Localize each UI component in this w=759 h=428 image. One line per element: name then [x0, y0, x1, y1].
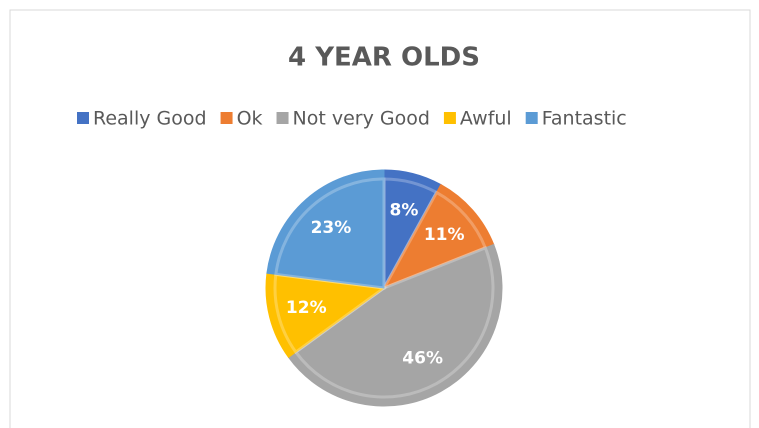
data-label: 23% — [311, 218, 352, 238]
legend-label: Not very Good — [293, 108, 430, 130]
legend-swatch — [443, 112, 456, 124]
pie-slice — [266, 169, 385, 289]
legend-swatch — [525, 112, 538, 124]
legend-label: Really Good — [93, 108, 207, 130]
pie-slice — [287, 243, 503, 407]
pie-slice — [265, 272, 386, 359]
chart-title: 4 YEAR OLDS — [288, 43, 480, 73]
data-label: 12% — [286, 298, 327, 318]
legend-label: Ok — [237, 108, 263, 130]
data-label: 46% — [402, 348, 443, 368]
data-label: 11% — [424, 225, 465, 245]
legend-label: Awful — [460, 108, 512, 130]
pie-slice — [382, 183, 495, 289]
legend-swatch — [276, 112, 289, 124]
pie-slice-bevel — [273, 272, 388, 355]
pie-slice-bevel — [274, 177, 386, 290]
legend-swatch — [220, 112, 233, 124]
pie-slice-bevel — [293, 245, 495, 399]
data-label: 8% — [390, 200, 419, 220]
legend-label: Fantastic — [542, 108, 627, 130]
legend-swatch — [77, 112, 89, 124]
pie-slice-bevel — [380, 190, 488, 291]
